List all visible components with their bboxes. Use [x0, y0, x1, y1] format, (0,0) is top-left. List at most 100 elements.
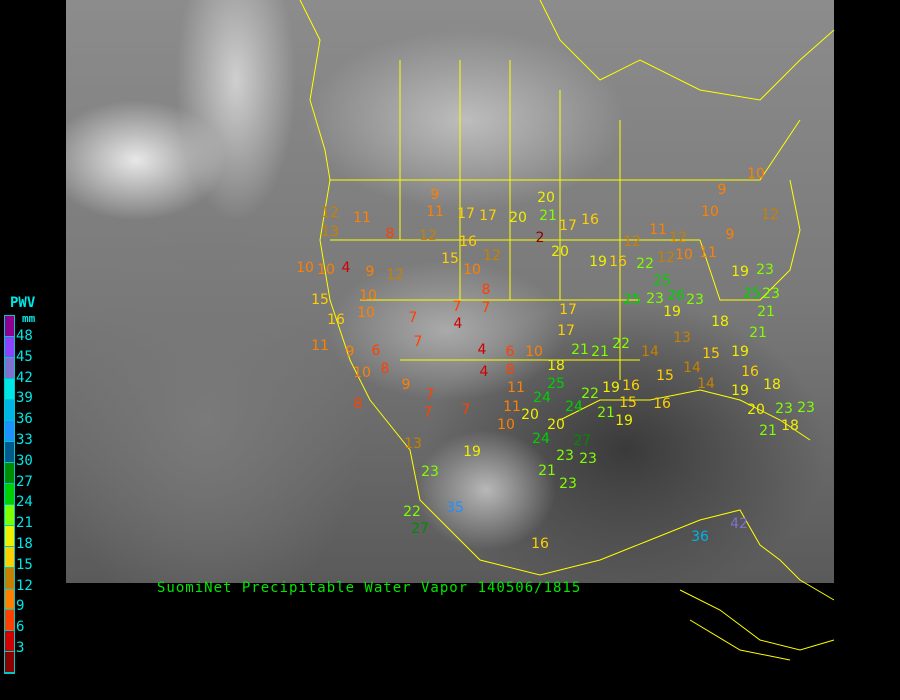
border-line	[299, 0, 835, 601]
station-pwv-value: 10	[497, 417, 515, 433]
station-pwv-value: 20	[521, 407, 539, 423]
legend-tick-label: 15	[16, 556, 33, 573]
station-pwv-value: 4	[453, 316, 463, 332]
station-pwv-value: 17	[557, 323, 575, 339]
station-pwv-value: 23	[762, 286, 780, 302]
station-pwv-value: 10	[359, 288, 377, 304]
border-line	[689, 619, 791, 661]
station-pwv-value: 24	[533, 390, 551, 406]
station-pwv-value: 16	[459, 234, 477, 250]
legend-tick-label: 9	[16, 598, 25, 615]
station-pwv-value: 7	[408, 310, 418, 326]
station-pwv-value: 19	[731, 383, 749, 399]
station-pwv-value: 7	[461, 402, 471, 418]
station-pwv-value: 11	[649, 222, 667, 238]
station-pwv-value: 9	[401, 377, 411, 393]
station-pwv-value: 21	[539, 208, 557, 224]
station-pwv-value: 7	[425, 387, 435, 403]
station-pwv-value: 12	[623, 234, 641, 250]
station-pwv-value: 27	[573, 433, 591, 449]
station-pwv-value: 4	[479, 364, 489, 380]
station-pwv-value: 19	[663, 304, 681, 320]
station-pwv-value: 7	[413, 334, 423, 350]
station-pwv-value: 42	[730, 516, 748, 532]
station-pwv-value: 19	[731, 344, 749, 360]
station-pwv-value: 22	[612, 336, 630, 352]
station-pwv-value: 19	[731, 264, 749, 280]
station-pwv-value: 24	[565, 399, 583, 415]
legend-segment	[5, 610, 14, 631]
station-pwv-value: 12	[761, 207, 779, 223]
station-pwv-value: 21	[597, 405, 615, 421]
legend-tick-label: 24	[16, 494, 33, 511]
station-pwv-value: 21	[757, 304, 775, 320]
station-pwv-value: 12	[657, 250, 675, 266]
station-pwv-value: 19	[463, 444, 481, 460]
station-pwv-value: 10	[675, 247, 693, 263]
station-pwv-value: 18	[781, 418, 799, 434]
station-pwv-value: 23	[756, 262, 774, 278]
legend-title: PWV	[10, 295, 36, 311]
legend-tick-label: 3	[16, 640, 25, 656]
station-pwv-value: 11	[353, 210, 371, 226]
legend-segment	[5, 358, 14, 379]
legend-tick-label: 27	[16, 473, 33, 490]
station-pwv-value: 21	[759, 423, 777, 439]
station-pwv-value: 17	[559, 302, 577, 318]
map-title: SuomiNet Precipitable Water Vapor 140506…	[157, 580, 582, 596]
station-pwv-value: 17	[457, 206, 475, 222]
station-pwv-value: 10	[317, 262, 335, 278]
station-pwv-value: 8	[481, 282, 491, 298]
station-pwv-value: 9	[365, 264, 375, 280]
station-pwv-value: 15	[656, 368, 674, 384]
station-pwv-value: 8	[385, 226, 395, 242]
legend-segment	[5, 568, 14, 589]
station-pwv-value: 9	[345, 344, 355, 360]
station-pwv-value: 8	[353, 396, 363, 412]
station-pwv-value: 15	[619, 395, 637, 411]
station-pwv-value: 25	[743, 286, 761, 302]
border-line	[699, 179, 801, 301]
station-pwv-value: 11	[503, 399, 521, 415]
station-pwv-value: 6	[371, 343, 381, 359]
station-pwv-value: 10	[525, 344, 543, 360]
legend-tick-label: 6	[16, 619, 25, 636]
station-pwv-value: 14	[697, 376, 715, 392]
legend-segment	[5, 505, 14, 526]
legend-segment	[5, 463, 14, 484]
station-pwv-value: 6	[505, 344, 515, 360]
station-pwv-value: 16	[581, 212, 599, 228]
station-pwv-value: 16	[653, 396, 671, 412]
station-pwv-value: 2	[535, 230, 545, 246]
station-pwv-value: 10	[463, 262, 481, 278]
station-pwv-value: 20	[747, 402, 765, 418]
legend-tick-label: 42	[16, 369, 33, 386]
station-pwv-value: 4	[477, 342, 487, 358]
station-pwv-value: 12	[483, 248, 501, 264]
legend-segment	[5, 652, 14, 673]
legend-segment	[5, 421, 14, 442]
station-pwv-value: 17	[479, 208, 497, 224]
station-pwv-value: 11	[507, 380, 525, 396]
station-pwv-value: 11	[311, 338, 329, 354]
station-pwv-value: 20	[509, 210, 527, 226]
station-pwv-value: 25	[623, 292, 641, 308]
station-pwv-value: 16	[609, 254, 627, 270]
legend-segment	[5, 484, 14, 505]
border-line	[330, 119, 801, 181]
station-pwv-value: 21	[591, 344, 609, 360]
station-pwv-value: 20	[547, 417, 565, 433]
station-pwv-value: 23	[686, 292, 704, 308]
station-pwv-value: 23	[646, 291, 664, 307]
station-pwv-value: 36	[691, 529, 709, 545]
station-pwv-value: 11	[699, 245, 717, 261]
station-pwv-value: 14	[641, 344, 659, 360]
station-pwv-value: 16	[327, 312, 345, 328]
station-pwv-value: 7	[452, 299, 462, 315]
station-pwv-value: 22	[636, 256, 654, 272]
station-pwv-value: 12	[669, 230, 687, 246]
station-pwv-value: 11	[426, 204, 444, 220]
legend-segment	[5, 337, 14, 358]
station-pwv-value: 15	[311, 292, 329, 308]
station-pwv-value: 15	[441, 251, 459, 267]
